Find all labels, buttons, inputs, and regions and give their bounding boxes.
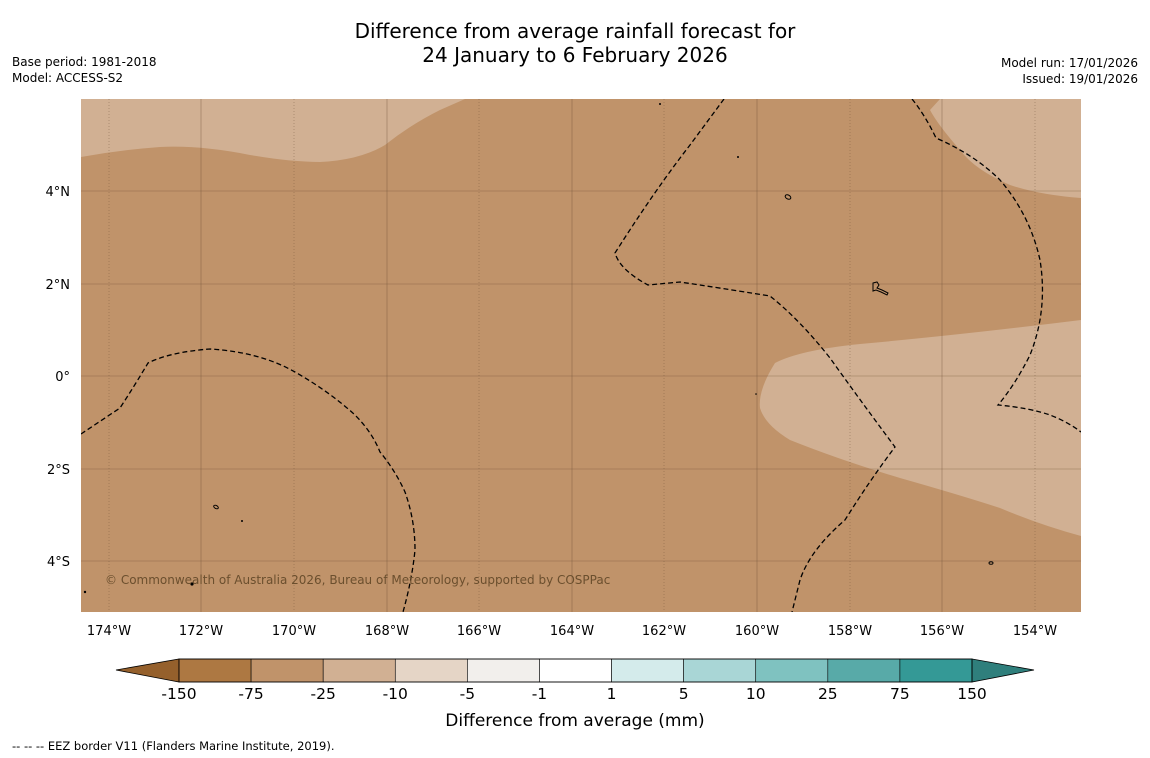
lon-label-170w: 170°W bbox=[272, 624, 316, 639]
colorbar-bin bbox=[827, 658, 901, 683]
island-southeast bbox=[988, 561, 994, 565]
colorbar-tick-label: 10 bbox=[746, 685, 766, 703]
eez-border-west bbox=[81, 348, 416, 612]
lon-label-164w: 164°W bbox=[550, 624, 594, 639]
island-dot-3 bbox=[755, 393, 757, 395]
longitude-labels: 174°W 172°W 170°W 168°W 166°W 164°W 162°… bbox=[87, 624, 1057, 639]
colorbar-bin bbox=[899, 658, 973, 683]
colorbar-bin bbox=[467, 658, 540, 683]
map-area: © Commonwealth of Australia 2026, Bureau… bbox=[81, 99, 1081, 612]
colorbar-bin bbox=[394, 658, 468, 683]
title-line-2: 24 January to 6 February 2026 bbox=[422, 43, 728, 67]
colorbar-bin bbox=[755, 658, 829, 683]
island-kingman bbox=[784, 194, 792, 200]
eez-border-east bbox=[911, 99, 1081, 433]
lon-label-168w: 168°W bbox=[365, 624, 409, 639]
colorbar-tick-label: 5 bbox=[679, 685, 689, 703]
colorbar-outline bbox=[178, 658, 973, 683]
colorbar-tick-label: -150 bbox=[161, 685, 196, 703]
island-southwest bbox=[213, 504, 219, 510]
lat-label-0: 0° bbox=[55, 370, 70, 385]
colorbar-tick-labels: -150 -75 -25 -10 -5 -1 1 5 10 25 75 150 bbox=[161, 685, 986, 703]
region-dry-10-25-northeast bbox=[930, 99, 1081, 198]
island-dots bbox=[83, 103, 757, 594]
island-dot-2 bbox=[737, 156, 739, 158]
island-dot-1 bbox=[659, 103, 661, 105]
copyright-text: © Commonwealth of Australia 2026, Bureau… bbox=[105, 573, 610, 587]
lat-label-4s: 4°S bbox=[47, 555, 70, 570]
eez-legend-text: -- -- -- EEZ border V11 (Flanders Marine… bbox=[12, 739, 335, 753]
colorbar-tick-label: -75 bbox=[238, 685, 263, 703]
meta-left: Base period: 1981-2018 Model: ACCESS-S2 bbox=[12, 54, 157, 86]
colorbar-tick-label: -5 bbox=[460, 685, 475, 703]
base-period-text: Base period: 1981-2018 bbox=[12, 55, 157, 69]
lon-label-172w: 172°W bbox=[179, 624, 223, 639]
islands bbox=[213, 194, 994, 565]
lon-label-158w: 158°W bbox=[828, 624, 872, 639]
colorbar-bin bbox=[178, 658, 252, 683]
colorbar-bins bbox=[178, 658, 973, 683]
lat-label-2s: 2°S bbox=[47, 463, 70, 478]
region-dry-10-25-southeast bbox=[759, 320, 1081, 536]
eez-borders bbox=[81, 99, 1081, 612]
colorbar-tick-label: -25 bbox=[311, 685, 336, 703]
colorbar-bin bbox=[539, 658, 612, 683]
model-run-text: Model run: 17/01/2026 bbox=[1000, 56, 1138, 70]
lon-label-156w: 156°W bbox=[920, 624, 964, 639]
meta-right: Model run: 17/01/2026 Issued: 19/01/2026 bbox=[1001, 55, 1138, 87]
latitude-labels: 4°N 2°N 0° 2°S 4°S bbox=[46, 185, 71, 570]
colorbar-extend-low bbox=[115, 658, 180, 683]
map-title: Difference from average rainfall forecas… bbox=[0, 19, 1150, 67]
colorbar-bin bbox=[611, 658, 684, 683]
colorbar-tick-label: 25 bbox=[818, 685, 838, 703]
lat-label-4n: 4°N bbox=[46, 185, 71, 200]
island-kiritimati bbox=[872, 281, 889, 296]
graticule bbox=[81, 99, 1081, 612]
colorbar-bin bbox=[683, 658, 757, 683]
colorbar-tick-label: -10 bbox=[383, 685, 408, 703]
island-dot-5 bbox=[190, 582, 194, 586]
issued-text: Issued: 19/01/2026 bbox=[1022, 72, 1138, 86]
lat-label-2n: 2°N bbox=[46, 278, 71, 293]
colorbar-tick-label: 150 bbox=[957, 685, 987, 703]
island-dot-6 bbox=[83, 590, 87, 594]
colorbar-bin bbox=[322, 658, 396, 683]
colorbar-title: Difference from average (mm) bbox=[445, 711, 704, 731]
lon-label-160w: 160°W bbox=[735, 624, 779, 639]
colorbar-bin bbox=[250, 658, 324, 683]
lon-label-162w: 162°W bbox=[642, 624, 686, 639]
island-dot-4 bbox=[241, 520, 243, 522]
colorbar-tick-label: -1 bbox=[532, 685, 547, 703]
colorbar-tick-label: 75 bbox=[890, 685, 910, 703]
lon-label-174w: 174°W bbox=[87, 624, 131, 639]
colorbar-extend-high bbox=[971, 658, 1035, 683]
eez-border-central bbox=[614, 99, 896, 612]
colorbar-tick-label: 1 bbox=[607, 685, 617, 703]
colorbar: -150 -75 -25 -10 -5 -1 1 5 10 25 75 150 Difference … bbox=[115, 658, 1035, 731]
lon-label-154w: 154°W bbox=[1013, 624, 1057, 639]
lon-label-166w: 166°W bbox=[457, 624, 501, 639]
region-dry-10-25-northwest bbox=[81, 99, 465, 162]
model-text: Model: ACCESS-S2 bbox=[12, 71, 124, 85]
title-line-1: Difference from average rainfall forecas… bbox=[354, 19, 796, 43]
